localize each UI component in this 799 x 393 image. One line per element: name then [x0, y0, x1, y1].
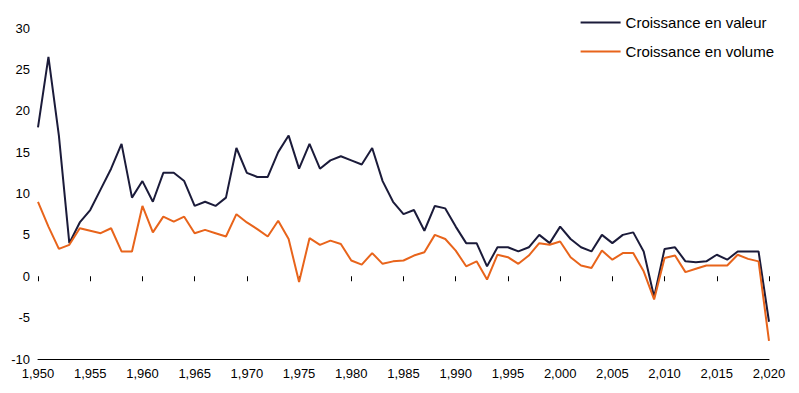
svg-text:1,995: 1,995 [492, 366, 525, 381]
svg-text:Croissance en valeur: Croissance en valeur [626, 14, 767, 31]
svg-text:1,975: 1,975 [283, 366, 316, 381]
svg-text:1,970: 1,970 [231, 366, 264, 381]
svg-text:2,020: 2,020 [753, 366, 786, 381]
svg-text:2,005: 2,005 [596, 366, 629, 381]
svg-text:1,960: 1,960 [126, 366, 159, 381]
svg-text:2,015: 2,015 [701, 366, 734, 381]
svg-text:-5: -5 [18, 310, 30, 325]
svg-text:25: 25 [16, 62, 30, 77]
svg-text:1,965: 1,965 [178, 366, 211, 381]
svg-text:1,990: 1,990 [439, 366, 472, 381]
svg-text:1,980: 1,980 [335, 366, 368, 381]
svg-text:-10: -10 [11, 352, 30, 367]
svg-text:0: 0 [23, 269, 30, 284]
svg-text:2,000: 2,000 [544, 366, 577, 381]
svg-text:30: 30 [16, 21, 30, 36]
svg-text:1,950: 1,950 [22, 366, 55, 381]
svg-text:1,955: 1,955 [74, 366, 107, 381]
svg-text:20: 20 [16, 103, 30, 118]
svg-text:Croissance en volume: Croissance en volume [626, 43, 774, 60]
svg-text:15: 15 [16, 145, 30, 160]
svg-text:2,010: 2,010 [648, 366, 681, 381]
svg-text:1,985: 1,985 [387, 366, 420, 381]
svg-text:10: 10 [16, 186, 30, 201]
svg-text:5: 5 [23, 227, 30, 242]
